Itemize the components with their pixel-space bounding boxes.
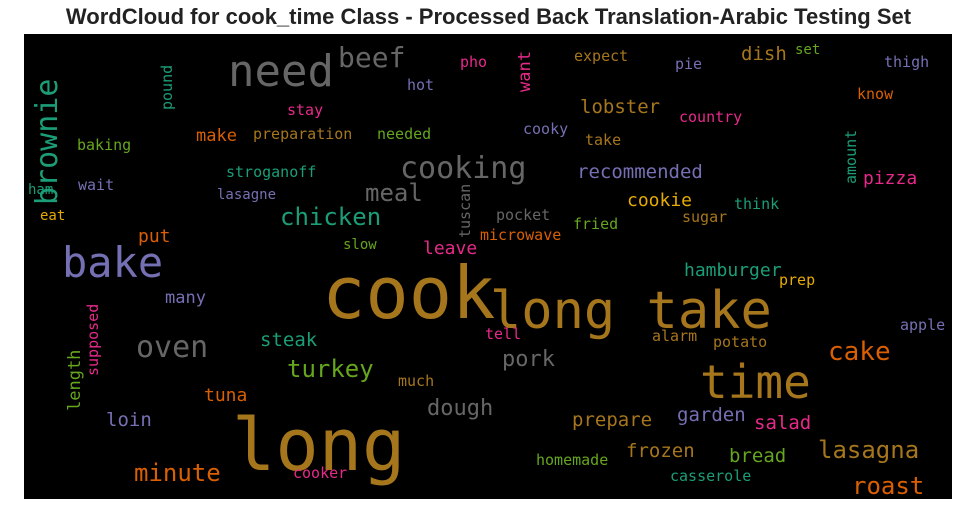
wordcloud-word: potato [713, 333, 767, 351]
wordcloud-word: steak [260, 329, 318, 351]
wordcloud-word: recommended [577, 161, 703, 183]
wordcloud-word: chicken [280, 203, 381, 231]
wordcloud-word: amount [842, 130, 860, 184]
wordcloud-word: meal [365, 179, 423, 207]
wordcloud-word: set [795, 42, 820, 58]
wordcloud-word: long [232, 403, 405, 487]
wordcloud-word: fried [573, 215, 618, 233]
wordcloud-word: prep [779, 271, 815, 289]
wordcloud-word: garden [677, 404, 746, 426]
wordcloud-word: expect [574, 47, 628, 65]
wordcloud-word: leave [423, 238, 477, 259]
wordcloud-word: put [138, 226, 171, 247]
wordcloud-word: pho [460, 53, 487, 71]
wordcloud-background [24, 34, 952, 499]
wordcloud-word: dish [741, 43, 787, 65]
wordcloud-word: prepare [572, 409, 652, 431]
wordcloud-word: pound [158, 65, 176, 110]
wordcloud-word: cook [322, 251, 495, 335]
wordcloud-word: roast [852, 472, 924, 500]
wordcloud-word: think [734, 195, 779, 213]
wordcloud-word: homemade [536, 451, 608, 469]
wordcloud-word: loin [106, 409, 152, 431]
wordcloud-word: beef [338, 41, 405, 74]
wordcloud-word: preparation [253, 125, 352, 143]
wordcloud-word: sugar [682, 208, 727, 226]
wordcloud-word: cooking [400, 151, 526, 186]
wordcloud-word: much [398, 372, 434, 390]
wordcloud-word: lasagna [818, 436, 919, 464]
wordcloud-word: tuna [204, 385, 247, 406]
wordcloud-word: bread [729, 445, 786, 467]
wordcloud-word: tuscan [456, 184, 474, 238]
wordcloud-word: wait [78, 176, 114, 194]
wordcloud-word: salad [754, 412, 811, 434]
wordcloud-word: length [65, 350, 85, 411]
wordcloud-word: turkey [287, 355, 374, 383]
wordcloud-word: casserole [670, 467, 751, 485]
wordcloud-word: country [679, 108, 742, 126]
wordcloud-word: baking [77, 136, 131, 154]
wordcloud-word: minute [134, 459, 221, 487]
wordcloud-word: lobster [580, 96, 660, 118]
wordcloud-word: cooky [523, 120, 568, 138]
wordcloud-word: pork [502, 347, 555, 372]
wordcloud-word: cake [828, 337, 891, 367]
wordcloud-word: supposed [84, 304, 102, 376]
wordcloud-words: cook long long take time bake need brownie cook… [28, 41, 945, 500]
wordcloud-word: frozen [626, 440, 695, 462]
wordcloud-word: hot [407, 76, 434, 94]
wordcloud-word: ham [28, 182, 53, 198]
wordcloud-word: long take [490, 281, 772, 341]
wordcloud-word: oven [136, 330, 208, 365]
wordcloud-word: brownie [30, 79, 65, 205]
wordcloud-word: stroganoff [226, 163, 316, 181]
wordcloud-word: eat [40, 208, 65, 224]
wordcloud-word: many [165, 288, 206, 308]
wordcloud-word: pizza [863, 168, 917, 189]
wordcloud-word: take [585, 131, 621, 149]
wordcloud-word: make [196, 126, 237, 146]
wordcloud-word: apple [900, 316, 945, 334]
wordcloud-word: time [700, 355, 811, 409]
wordcloud-word: pie [675, 55, 702, 73]
wordcloud-word: stay [287, 101, 323, 119]
chart-title: WordCloud for cook_time Class - Processe… [65, 4, 912, 29]
wordcloud-word: microwave [480, 226, 561, 244]
wordcloud-word: tell [485, 325, 521, 343]
wordcloud-word: cookie [627, 190, 692, 211]
wordcloud-word: need [228, 46, 334, 97]
wordcloud-word: alarm [652, 327, 697, 345]
wordcloud-word: hamburger [684, 260, 782, 281]
wordcloud-word: want [515, 51, 535, 92]
wordcloud-word: bake [62, 238, 163, 287]
wordcloud-word: pocket [496, 206, 550, 224]
wordcloud-word: slow [343, 237, 377, 253]
wordcloud-word: needed [377, 125, 431, 143]
wordcloud-word: dough [427, 396, 493, 421]
wordcloud-word: cooker [293, 464, 347, 482]
wordcloud-word: lasagne [217, 187, 276, 203]
wordcloud-word: know [857, 85, 894, 103]
wordcloud-word: thigh [884, 53, 929, 71]
